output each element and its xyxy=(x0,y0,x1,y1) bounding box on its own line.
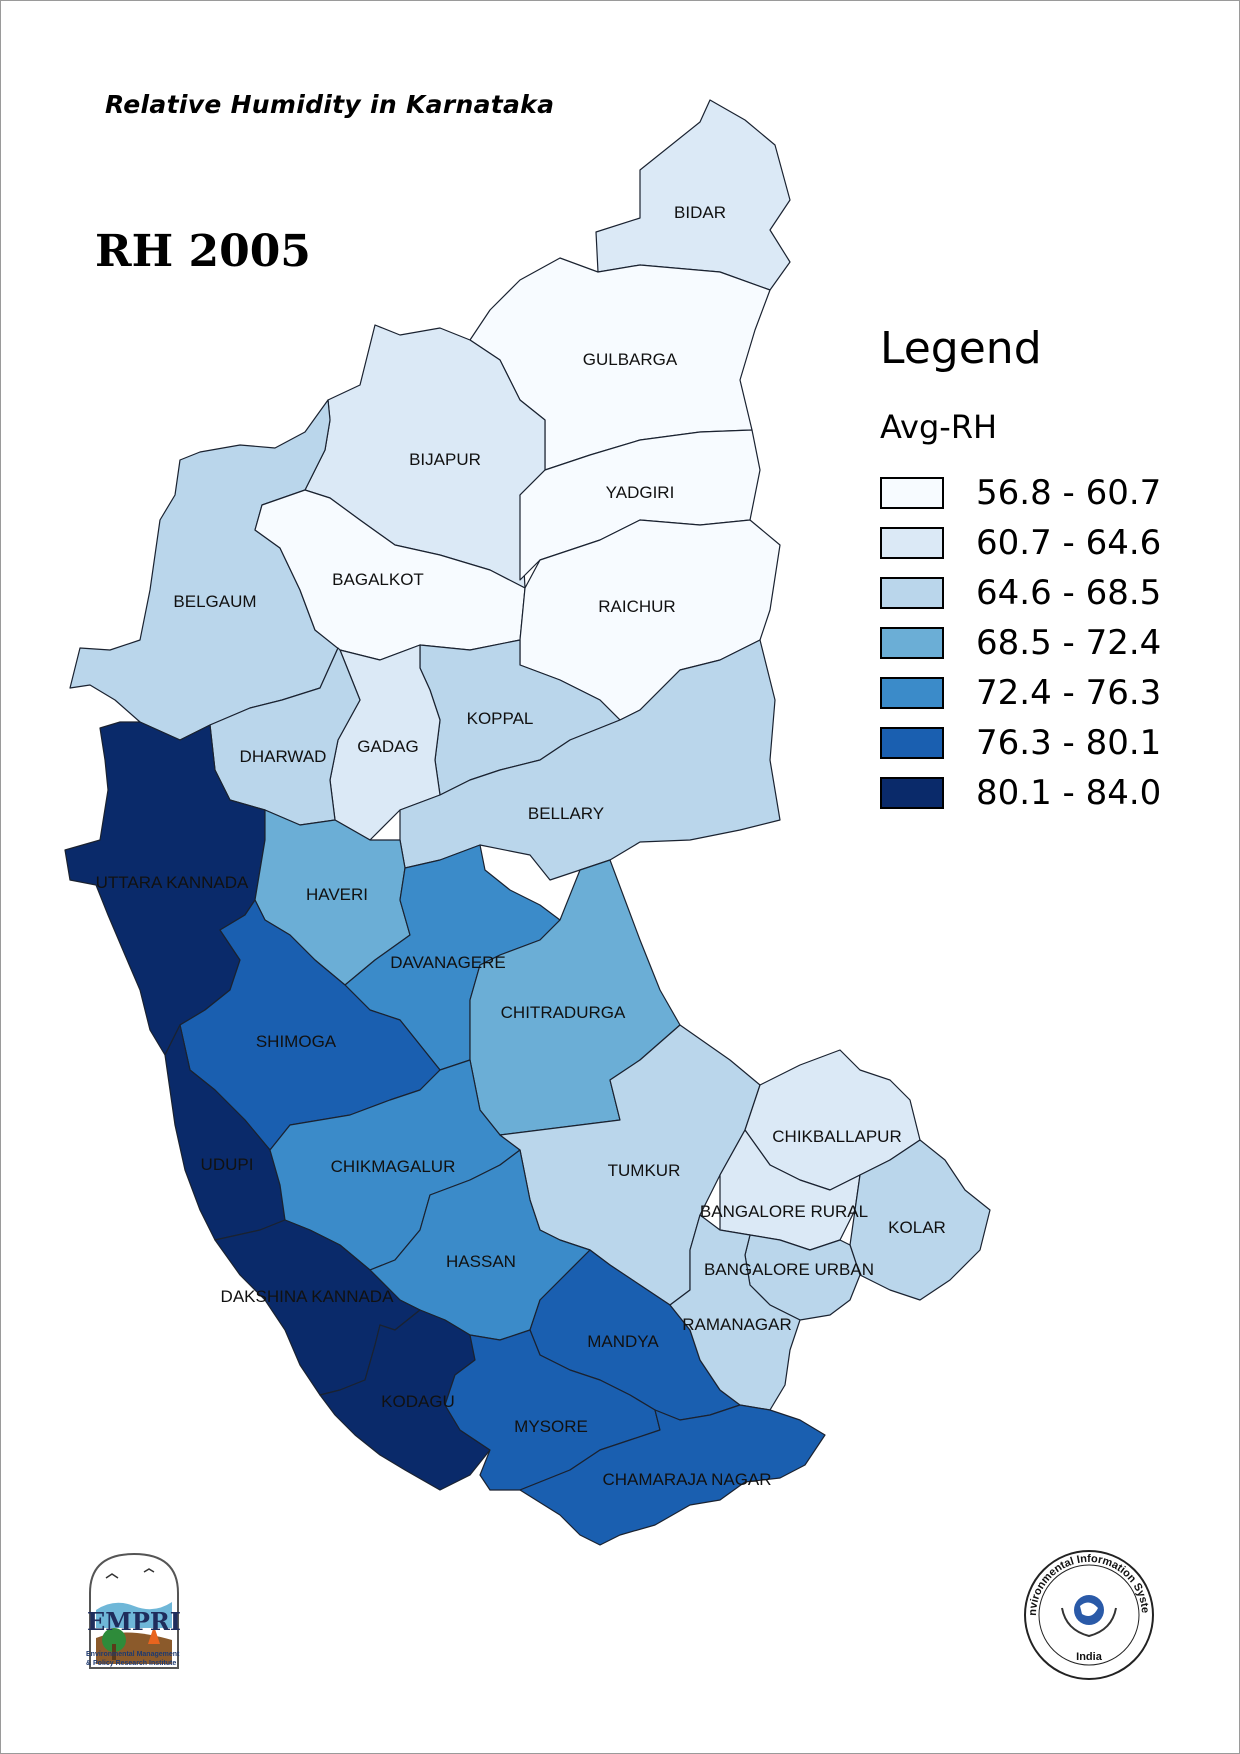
district-label: CHITRADURGA xyxy=(501,1003,626,1022)
district-label: GADAG xyxy=(357,737,418,756)
district-label: HASSAN xyxy=(446,1252,516,1271)
legend-list: 56.8 - 60.7 60.7 - 64.6 64.6 - 68.5 68.5… xyxy=(880,468,1161,818)
legend-swatch xyxy=(880,527,944,559)
district-label: TUMKUR xyxy=(608,1161,681,1180)
legend-range: 80.1 - 84.0 xyxy=(976,773,1162,813)
district-chamaraja-nagar[interactable] xyxy=(519,1404,826,1546)
district-label: KODAGU xyxy=(381,1392,455,1411)
legend-row: 76.3 - 80.1 xyxy=(880,718,1161,768)
legend-swatch xyxy=(880,727,944,759)
district-label: DHARWAD xyxy=(240,747,327,766)
map-subtitle: Relative Humidity in Karnataka xyxy=(105,90,555,119)
legend-range: 64.6 - 68.5 xyxy=(976,573,1162,613)
legend-range: 72.4 - 76.3 xyxy=(976,673,1162,713)
legend-row: 64.6 - 68.5 xyxy=(880,568,1161,618)
eis-country-text: India xyxy=(1076,1651,1103,1663)
district-label: MANDYA xyxy=(587,1332,659,1351)
legend-swatch xyxy=(880,577,944,609)
district-label: GULBARGA xyxy=(583,350,678,369)
legend-swatch xyxy=(880,477,944,509)
legend-row: 60.7 - 64.6 xyxy=(880,518,1161,568)
district-label: KOLAR xyxy=(888,1218,946,1237)
district-label: KOPPAL xyxy=(467,709,534,728)
legend-range: 60.7 - 64.6 xyxy=(976,523,1162,563)
district-bidar[interactable] xyxy=(595,99,791,291)
legend-swatch xyxy=(880,677,944,709)
district-label: CHIKBALLAPUR xyxy=(772,1127,901,1146)
district-label: UDUPI xyxy=(201,1155,254,1174)
district-label: UTTARA KANNADA xyxy=(96,873,249,892)
district-ramanagar[interactable] xyxy=(669,1214,801,1411)
district-label: BIDAR xyxy=(674,203,726,222)
legend-row: 56.8 - 60.7 xyxy=(880,468,1161,518)
legend-row: 68.5 - 72.4 xyxy=(880,618,1161,668)
district-label: BELLARY xyxy=(528,804,604,823)
district-label: CHIKMAGALUR xyxy=(331,1157,456,1176)
district-bellary[interactable] xyxy=(399,639,781,881)
legend-swatch xyxy=(880,627,944,659)
district-label: CHAMARAJA NAGAR xyxy=(602,1470,771,1489)
legend-field-name: Avg-RH xyxy=(880,408,998,446)
district-label: MYSORE xyxy=(514,1417,588,1436)
empri-logo[interactable]: EMPRI xyxy=(84,1548,184,1678)
legend-row: 80.1 - 84.0 xyxy=(880,768,1161,818)
legend-row: 72.4 - 76.3 xyxy=(880,668,1161,718)
district-kolar[interactable] xyxy=(849,1139,991,1301)
legend-range: 76.3 - 80.1 xyxy=(976,723,1162,763)
legend-swatch xyxy=(880,777,944,809)
legend-range: 68.5 - 72.4 xyxy=(976,623,1162,663)
district-label: BIJAPUR xyxy=(409,450,481,469)
district-label: DAVANAGERE xyxy=(390,953,506,972)
district-label: BANGALORE RURAL xyxy=(700,1202,868,1221)
legend-range: 56.8 - 60.7 xyxy=(976,473,1162,513)
district-label: DAKSHINA KANNADA xyxy=(221,1287,395,1306)
district-label: SHIMOGA xyxy=(256,1032,337,1051)
eis-logo[interactable]: Environmental Information System India xyxy=(1022,1548,1156,1682)
district-label: BELGAUM xyxy=(173,592,256,611)
empri-logo-caption: Environmental Management & Policy Resear… xyxy=(86,1651,180,1667)
district-label: HAVERI xyxy=(306,885,368,904)
district-label: YADGIRI xyxy=(606,483,675,502)
district-label: BANGALORE URBAN xyxy=(704,1260,874,1279)
district-label: BAGALKOT xyxy=(332,570,424,589)
empri-logo-mark: EMPRI xyxy=(87,1607,181,1636)
district-label: RAMANAGAR xyxy=(682,1315,792,1334)
district-label: RAICHUR xyxy=(598,597,675,616)
map-title: RH 2005 xyxy=(95,226,311,277)
legend-title: Legend xyxy=(880,323,1042,374)
